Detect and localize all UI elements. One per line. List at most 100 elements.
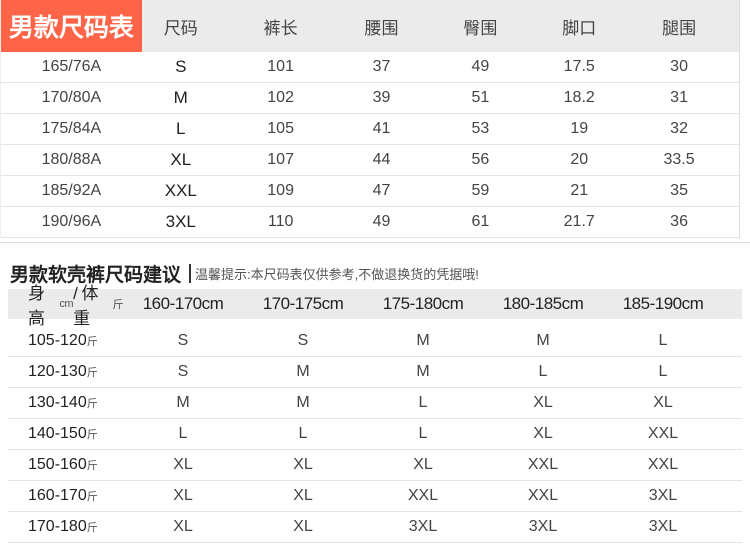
recommended-size: XL [173, 518, 193, 535]
recommended-size: L [178, 425, 188, 442]
recommended-size: XXL [527, 487, 559, 504]
table-cell: 44 [372, 151, 391, 168]
recommended-size: XL [293, 456, 313, 473]
table-cell: S [175, 57, 187, 76]
table-cell: 41 [372, 120, 391, 137]
table-cell: L [176, 119, 186, 138]
table-cell: 56 [471, 151, 490, 168]
corner-label: 身高 cm / 体重斤 [28, 284, 123, 328]
table-cell: 39 [372, 89, 391, 106]
table-cell: 33.5 [663, 151, 695, 168]
table-row: 175/84A L 105 41 53 19 32 [1, 114, 739, 145]
table-cell: 18.2 [563, 89, 595, 106]
table-row: 185/92A XXL 109 47 59 21 35 [1, 176, 739, 207]
table-cell: 49 [471, 58, 490, 75]
table-cell: 185/92A [41, 182, 102, 199]
table-cell: 32 [670, 120, 688, 137]
table-cell: 110 [267, 213, 294, 230]
recommended-size: 3XL [648, 487, 678, 504]
table-row: 130-140 斤 M M L XL XL [8, 388, 742, 419]
recommended-size: L [658, 363, 668, 380]
weight-label: 160-170 斤 [28, 487, 98, 504]
recommended-size: L [418, 425, 428, 442]
recommended-size: 3XL [408, 518, 438, 535]
table-cell: 3XL [165, 212, 196, 231]
table-cell: 180/88A [41, 151, 102, 168]
weight-label: 140-150 斤 [28, 425, 98, 442]
table-cell: 20 [570, 151, 589, 168]
table-cell: 101 [267, 58, 294, 75]
recommended-size: XL [173, 487, 193, 504]
table-cell: 21 [570, 182, 589, 199]
recommended-size: XXL [647, 425, 679, 442]
recommended-size: M [296, 363, 310, 380]
weight-label: 170-180 斤 [28, 518, 98, 535]
table-cell: XXL [164, 181, 197, 200]
weight-label: 150-160 斤 [28, 456, 98, 473]
recommended-size: XL [533, 394, 553, 411]
recommendation-tip: 温馨提示:本尺码表仅供参考,不做退换货的凭据哦! [189, 264, 479, 283]
table-cell: 109 [267, 182, 294, 199]
height-header: 170-175cm [262, 294, 344, 313]
recommended-size: S [177, 363, 189, 380]
recommended-size: XL [653, 394, 673, 411]
size-table-title: 男款尺码表 [1, 0, 142, 52]
table-cell: 175/84A [41, 120, 102, 137]
table-cell: 31 [670, 89, 688, 106]
mens-size-table: 男款尺码表 尺码 裤长 腰围 臀围 脚口 腿围 165/76A S 101 37 49 1… [0, 0, 740, 238]
table-row: 120-130 斤 S M M L L [8, 357, 742, 388]
header-hem: 脚口 [562, 18, 597, 38]
recommended-size: M [536, 332, 550, 349]
header-length: 裤长 [263, 18, 298, 38]
header-waist: 腰围 [364, 18, 399, 38]
table-row: 165/76A S 101 37 49 17.5 30 [1, 52, 739, 83]
height-header: 160-170cm [142, 294, 224, 313]
table-cell: 51 [471, 89, 490, 106]
recommended-size: XXL [527, 456, 559, 473]
recommended-size: XL [533, 425, 553, 442]
table-cell: 30 [670, 58, 688, 75]
table-row: 140-150 斤 L L L XL XXL [8, 419, 742, 450]
table-cell: 102 [267, 89, 294, 106]
section-divider [0, 242, 750, 252]
recommended-size: 3XL [528, 518, 558, 535]
table-cell: 61 [471, 213, 490, 230]
recommendation-title: 男款软壳裤尺码建议 [10, 265, 182, 286]
recommended-size: XXL [647, 456, 679, 473]
table-cell: 17.5 [563, 58, 595, 75]
recommended-size: XL [293, 487, 313, 504]
weight-label: 120-130 斤 [28, 363, 98, 380]
table-row: 105-120 斤 S S M M L [8, 326, 742, 357]
table-cell: 36 [670, 213, 688, 230]
table-cell: 170/80A [41, 89, 102, 106]
header-thigh: 腿围 [662, 18, 697, 38]
recommended-size: L [658, 332, 668, 349]
table-cell: 49 [372, 213, 391, 230]
recommendation-heading: 男款软壳裤尺码建议 温馨提示:本尺码表仅供参考,不做退换货的凭据哦! [10, 260, 479, 287]
size-recommendation-table: 身高 cm / 体重斤 160-170cm 170-175cm 175-180cm … [8, 284, 742, 543]
recommended-size: M [416, 363, 430, 380]
recommended-size: S [297, 332, 309, 349]
height-header: 180-185cm [502, 294, 584, 313]
table-row: 190/96A 3XL 110 49 61 21.7 36 [1, 207, 739, 238]
header-hip: 臀围 [463, 18, 498, 38]
height-header: 175-180cm [382, 294, 464, 313]
recommended-size: XL [293, 518, 313, 535]
table-cell: 19 [570, 120, 589, 137]
recommended-size: M [296, 394, 310, 411]
header-size: 尺码 [163, 18, 198, 38]
recommended-size: M [176, 394, 190, 411]
height-header: 185-190cm [622, 294, 704, 313]
table-cell: 190/96A [41, 213, 102, 230]
table-row: 150-160 斤 XL XL XL XXL XXL [8, 450, 742, 481]
recommendation-header: 身高 cm / 体重斤 160-170cm 170-175cm 175-180cm … [8, 284, 742, 328]
table-cell: 165/76A [41, 58, 102, 75]
recommended-size: XXL [407, 487, 439, 504]
table-cell: 53 [471, 120, 490, 137]
recommended-size: L [538, 363, 548, 380]
recommended-size: 3XL [648, 518, 678, 535]
recommended-size: XL [173, 456, 193, 473]
recommended-size: XL [413, 456, 433, 473]
table-cell: M [173, 88, 188, 107]
table-cell: XL [170, 150, 192, 169]
